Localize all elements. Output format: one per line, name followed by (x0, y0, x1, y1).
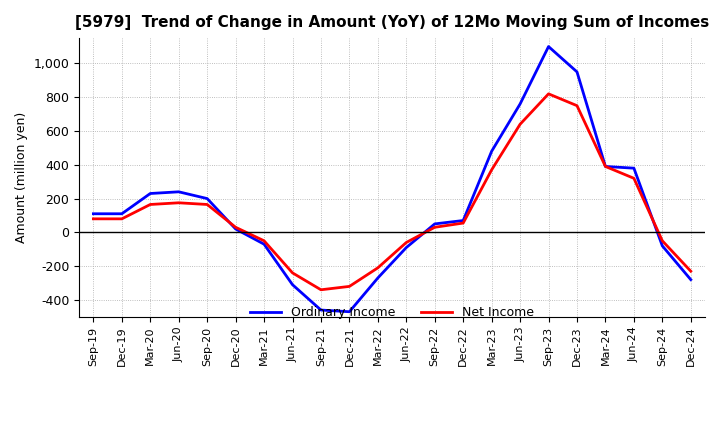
Ordinary Income (459, 218, 467, 223)
Net Income (174, 200, 183, 205)
Line: Ordinary Income: Ordinary Income (94, 47, 690, 312)
Net Income (431, 225, 439, 230)
Net Income (487, 167, 496, 172)
Ordinary Income (117, 211, 126, 216)
Ordinary Income (572, 69, 581, 74)
Net Income (117, 216, 126, 221)
Ordinary Income (516, 101, 524, 106)
Net Income (345, 284, 354, 289)
Net Income (459, 220, 467, 226)
Title: [5979]  Trend of Change in Amount (YoY) of 12Mo Moving Sum of Incomes: [5979] Trend of Change in Amount (YoY) o… (75, 15, 709, 30)
Net Income (260, 238, 269, 243)
Ordinary Income (402, 245, 410, 250)
Net Income (402, 240, 410, 245)
Y-axis label: Amount (million yen): Amount (million yen) (15, 112, 28, 243)
Net Income (516, 121, 524, 127)
Net Income (658, 238, 667, 243)
Ordinary Income (174, 189, 183, 194)
Net Income (601, 164, 610, 169)
Net Income (317, 287, 325, 293)
Ordinary Income (89, 211, 98, 216)
Net Income (572, 103, 581, 108)
Ordinary Income (601, 164, 610, 169)
Line: Net Income: Net Income (94, 94, 690, 290)
Net Income (629, 176, 638, 181)
Ordinary Income (260, 242, 269, 247)
Ordinary Income (231, 226, 240, 231)
Net Income (544, 91, 553, 96)
Net Income (146, 202, 155, 207)
Ordinary Income (374, 275, 382, 281)
Net Income (686, 268, 695, 274)
Ordinary Income (487, 149, 496, 154)
Net Income (203, 202, 212, 207)
Ordinary Income (629, 165, 638, 171)
Ordinary Income (146, 191, 155, 196)
Ordinary Income (288, 282, 297, 287)
Ordinary Income (345, 309, 354, 314)
Ordinary Income (686, 277, 695, 282)
Ordinary Income (431, 221, 439, 227)
Net Income (374, 265, 382, 271)
Ordinary Income (658, 243, 667, 249)
Ordinary Income (203, 196, 212, 201)
Net Income (89, 216, 98, 221)
Ordinary Income (544, 44, 553, 49)
Ordinary Income (317, 308, 325, 313)
Legend: Ordinary Income, Net Income: Ordinary Income, Net Income (245, 301, 539, 324)
Net Income (231, 225, 240, 230)
Net Income (288, 270, 297, 275)
